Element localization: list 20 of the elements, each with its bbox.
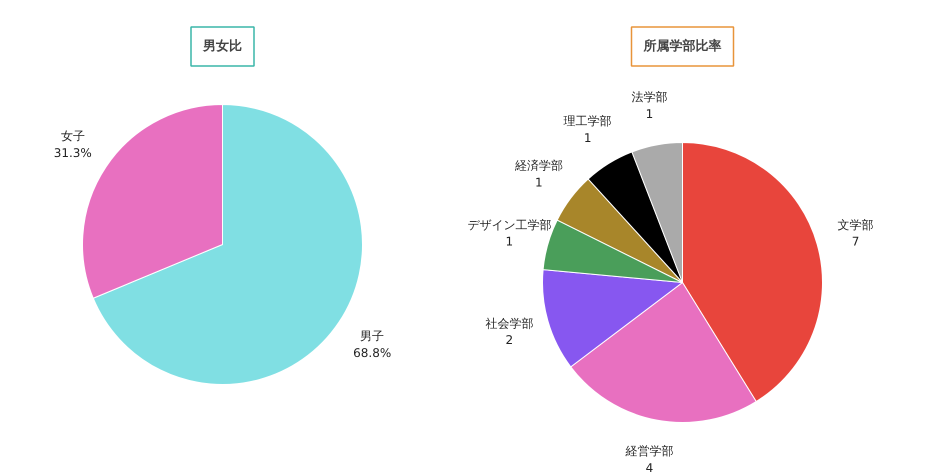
data-label: 1 [535,175,543,190]
slice-label: デザイン工学部 [467,218,552,232]
data-label: 31.3% [54,146,92,160]
slice-label: 理工学部 [564,114,612,128]
data-label: 68.8% [353,346,392,360]
slice-label: 社会学部 [485,316,534,330]
slice-label: 女子 [60,129,85,144]
slice-label: 経済学部 [514,158,563,173]
data-label: 1 [584,130,592,145]
slice-label: 経営学部 [624,444,674,458]
slice-label: 法学部 [631,90,668,104]
slice-label: 文学部 [838,218,874,232]
data-label: 1 [506,234,514,249]
chart-title: 男女比 [202,39,242,54]
data-label: 7 [852,234,860,249]
data-label: 4 [646,460,654,474]
slice-label: 男子 [360,329,384,344]
data-label: 2 [506,333,514,348]
data-label: 1 [646,106,654,121]
chart-title: 所属学部比率 [642,38,722,54]
